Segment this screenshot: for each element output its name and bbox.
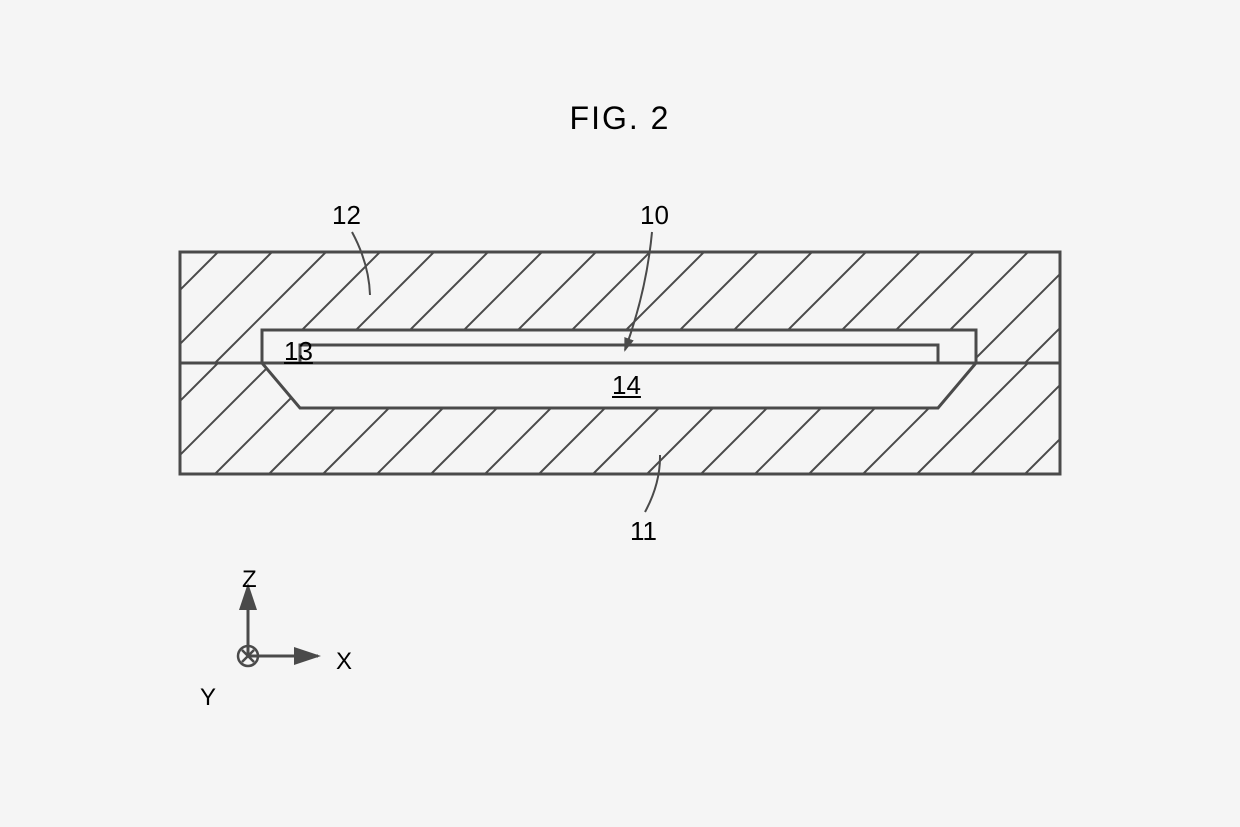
axis-label-x: X xyxy=(336,648,352,676)
label-13: 13 xyxy=(284,336,313,367)
label-12: 12 xyxy=(332,200,361,231)
label-11: 11 xyxy=(630,516,657,547)
axis-label-z: Z xyxy=(242,566,257,594)
cross-section-diagram xyxy=(0,0,1240,827)
label-10: 10 xyxy=(640,200,669,231)
axis-label-y: Y xyxy=(200,684,216,712)
label-14: 14 xyxy=(612,370,641,401)
